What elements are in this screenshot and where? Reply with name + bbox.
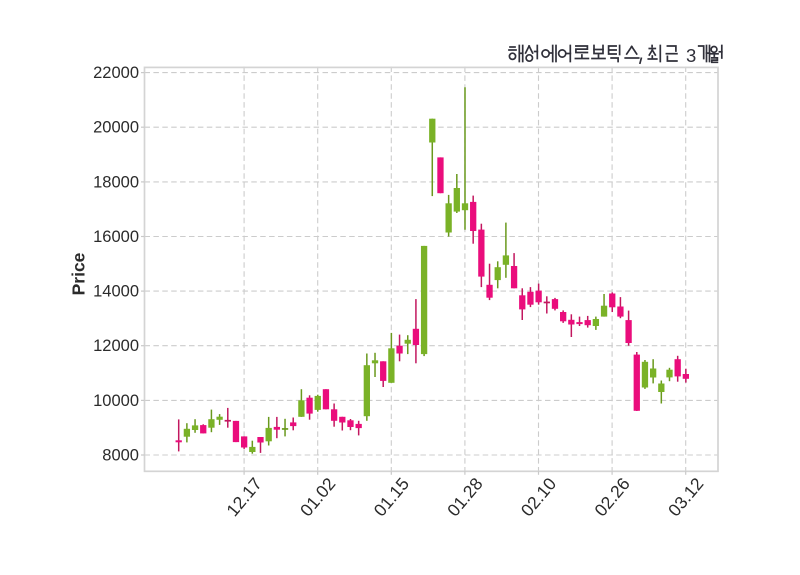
svg-text:10000: 10000 xyxy=(93,392,139,410)
svg-text:3: 3 xyxy=(686,45,696,66)
svg-text:8000: 8000 xyxy=(102,447,139,465)
svg-text:22000: 22000 xyxy=(93,64,139,82)
svg-text:16000: 16000 xyxy=(93,228,139,246)
svg-text:20000: 20000 xyxy=(93,119,139,137)
svg-text:12000: 12000 xyxy=(93,337,139,355)
svg-text:18000: 18000 xyxy=(93,173,139,191)
svg-text:14000: 14000 xyxy=(93,283,139,301)
svg-text:Price: Price xyxy=(69,252,89,295)
